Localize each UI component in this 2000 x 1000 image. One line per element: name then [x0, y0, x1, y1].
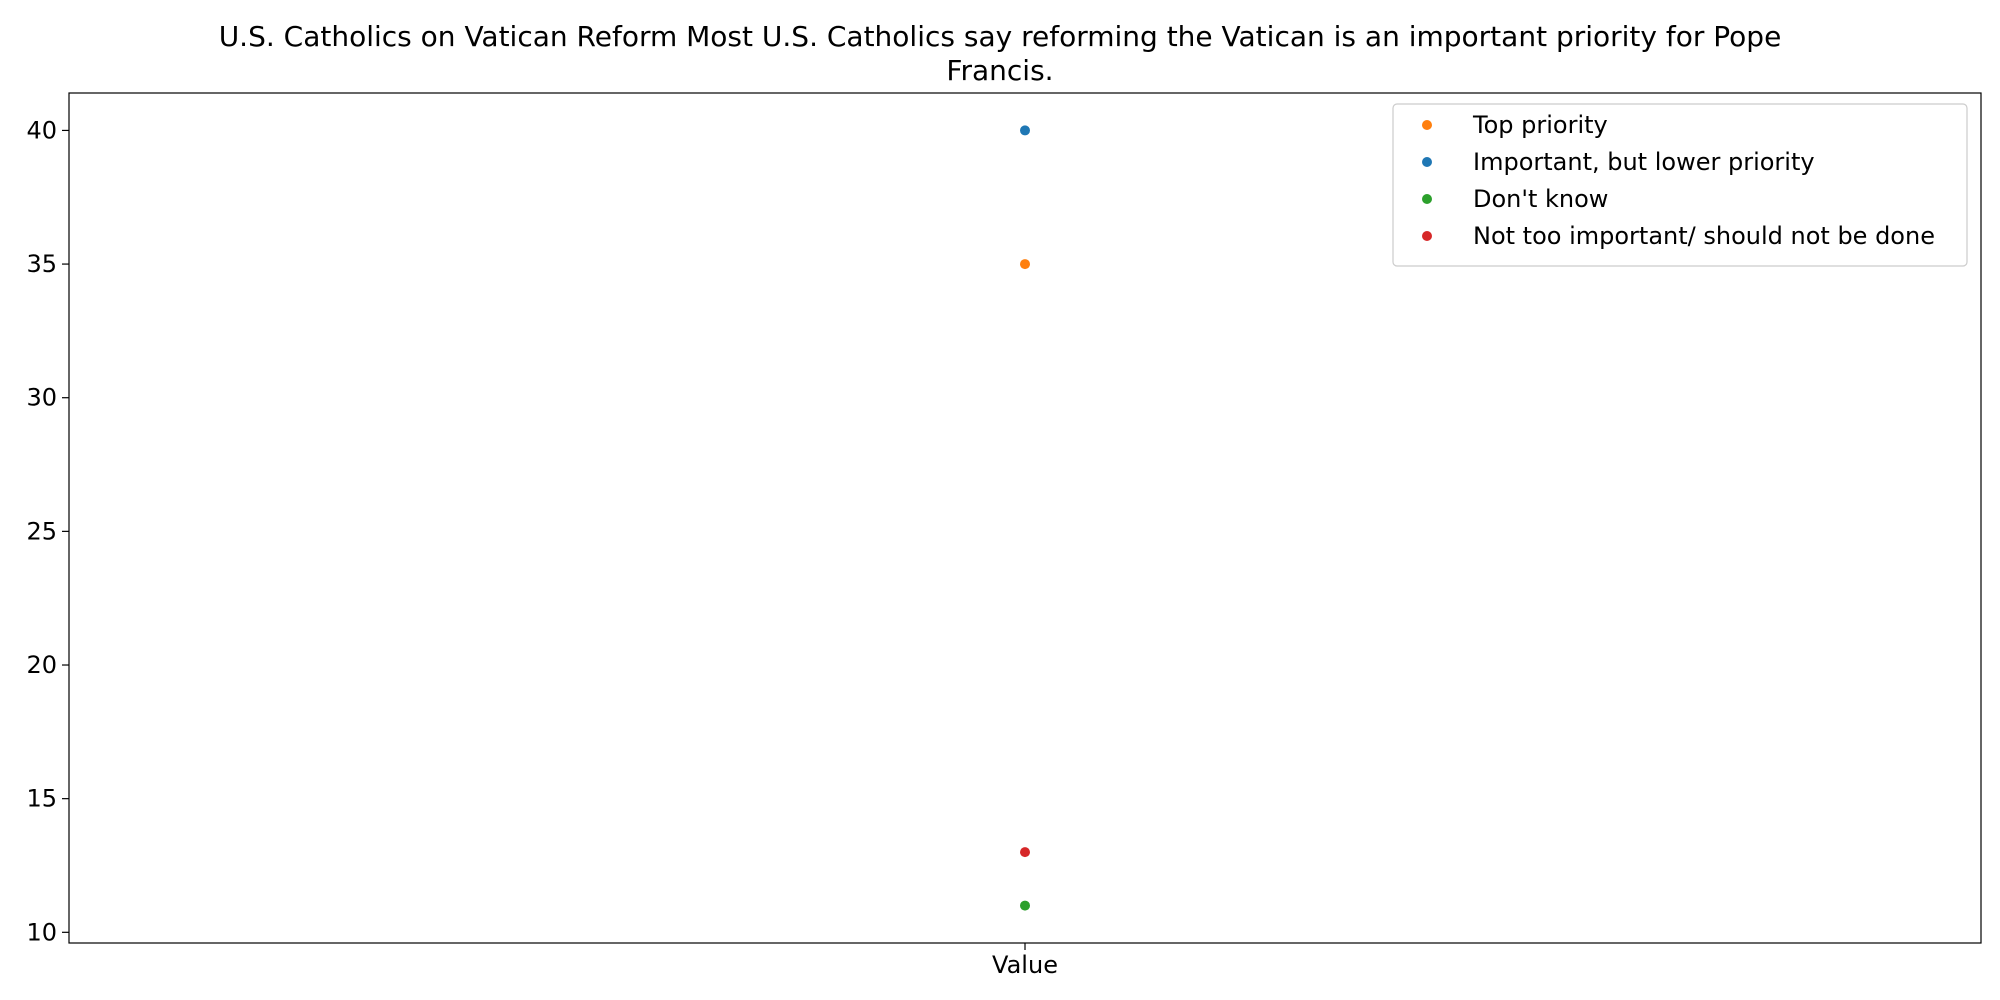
- y-tick-label: 25: [26, 517, 57, 545]
- legend-label: Top priority: [1472, 111, 1608, 139]
- data-point-series-0: [1020, 259, 1030, 270]
- y-axis: 10 15 20 25 30 35 40: [26, 116, 69, 946]
- legend-marker: [1422, 194, 1432, 204]
- legend-marker: [1422, 231, 1432, 241]
- data-point-series-1: [1020, 125, 1030, 136]
- y-tick-label: 35: [26, 250, 57, 278]
- y-tick-label: 40: [26, 116, 57, 144]
- legend: Top priority Important, but lower priorit…: [1392, 103, 1968, 267]
- data-point-series-3: [1020, 847, 1030, 858]
- legend-marker: [1422, 157, 1432, 167]
- x-axis: Value: [992, 943, 1058, 979]
- data-point-series-2: [1020, 900, 1030, 911]
- x-tick-label: Value: [992, 951, 1058, 979]
- y-tick-label: 20: [26, 651, 57, 679]
- legend-label: Don't know: [1473, 185, 1608, 213]
- legend-frame: [1392, 103, 1968, 267]
- legend-label: Important, but lower priority: [1473, 148, 1815, 176]
- legend-label: Not too important/ should not be done: [1473, 222, 1935, 250]
- chart-title: U.S. Catholics on Vatican Reform Most U.…: [0, 20, 2000, 88]
- y-tick-label: 30: [26, 384, 57, 412]
- chart-title-line-1: U.S. Catholics on Vatican Reform Most U.…: [218, 20, 1782, 53]
- legend-marker: [1422, 120, 1432, 130]
- chart-title-line-2: Francis.: [946, 54, 1054, 87]
- y-tick-label: 15: [26, 785, 57, 813]
- y-tick-label: 10: [26, 918, 57, 946]
- data-points: [1020, 125, 1030, 911]
